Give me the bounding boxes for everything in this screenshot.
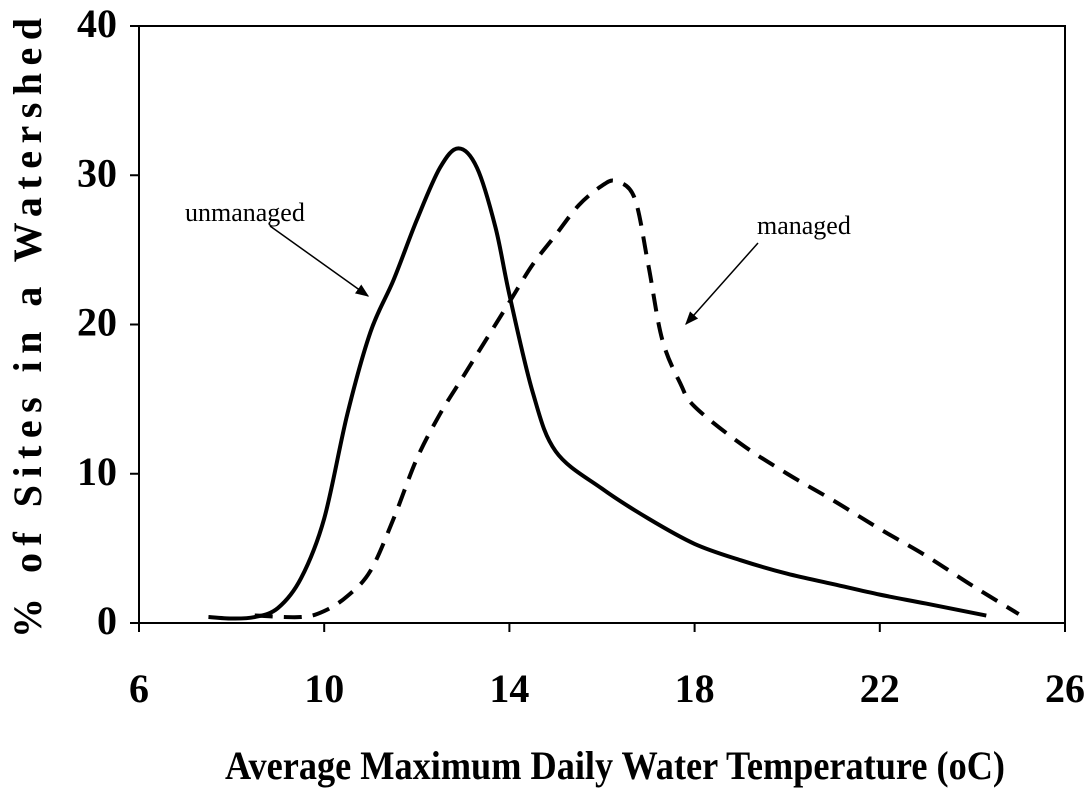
- x-tick-label: 10: [304, 666, 344, 711]
- y-tick-label: 30: [77, 150, 117, 195]
- annotation: unmanaged: [185, 198, 305, 227]
- x-tick-label: 22: [860, 666, 900, 711]
- line-series: [254, 178, 1020, 620]
- y-tick-label: 20: [77, 300, 117, 345]
- plot-frame: [138, 25, 1066, 624]
- arrow: [269, 225, 370, 297]
- y-axis-label: % of Sites in a Watershed: [5, 18, 50, 638]
- y-tick-label: 40: [77, 1, 117, 46]
- y-tick-label: 0: [97, 598, 117, 643]
- x-axis-label: Average Maximum Daily Water Temperature …: [225, 743, 1005, 788]
- x-tick-label: 26: [1045, 666, 1085, 711]
- line-series: [208, 146, 987, 621]
- y-tick-label: 10: [77, 449, 117, 494]
- x-tick-label: 14: [489, 666, 529, 711]
- x-tick-label: 6: [129, 666, 149, 711]
- arrow: [685, 242, 759, 326]
- x-tick-label: 18: [675, 666, 715, 711]
- annotation: managed: [757, 211, 851, 240]
